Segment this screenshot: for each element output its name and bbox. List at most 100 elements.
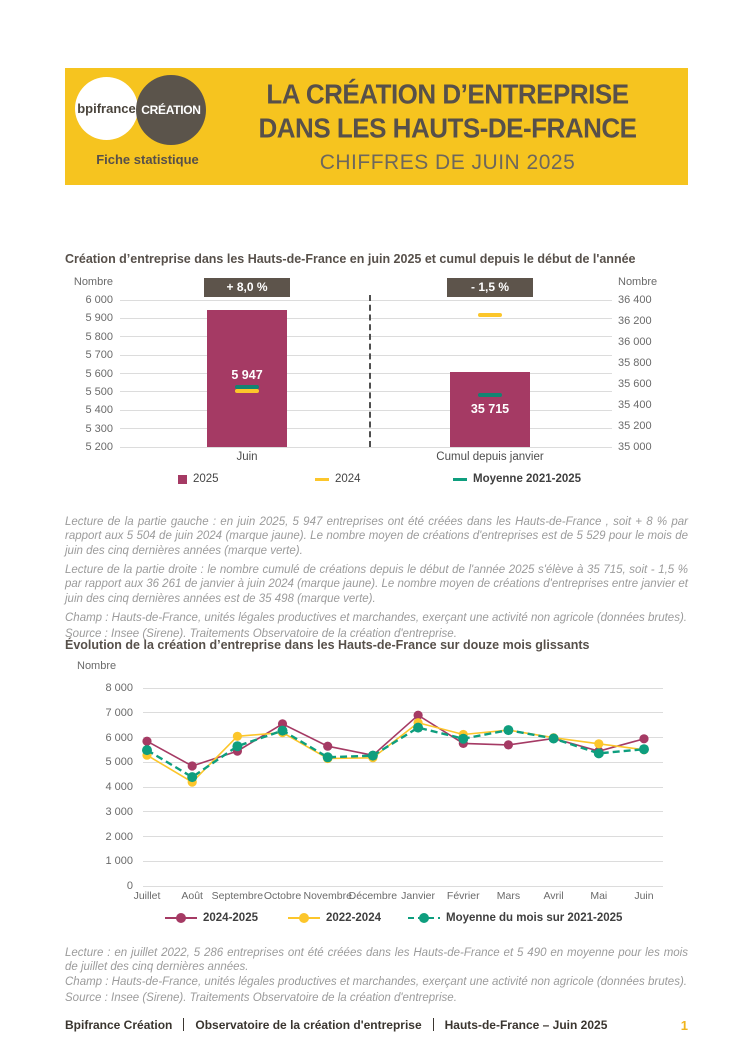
- legend-swatch-2025: [178, 474, 187, 484]
- source-note-2: Source : Insee (Sirene). Traitements Obs…: [65, 991, 457, 1004]
- chart1-divider: [369, 295, 371, 447]
- data-point: [232, 741, 243, 752]
- bar-cumul-2025: [450, 371, 530, 447]
- x-label-cumul: Cumul depuis janvier: [436, 451, 544, 463]
- creation-logo: CRÉATION: [136, 75, 206, 145]
- y-axis-tick-right: 35 200: [618, 420, 652, 432]
- gridline: [120, 428, 612, 430]
- gridline: [143, 761, 663, 763]
- footer-separator: [432, 1018, 434, 1031]
- bar-cumul-value-label: 35 715: [470, 401, 510, 416]
- source-note-1: Source : Insee (Sirene). Traitements Obs…: [65, 627, 457, 640]
- bpifrance-logo: bpifrance: [75, 77, 138, 140]
- data-point: [187, 761, 197, 771]
- legend-dash-moyenne: [453, 477, 467, 481]
- data-point: [322, 752, 333, 763]
- legend-label-2022-2024: 2022-2024: [326, 912, 381, 924]
- data-point: [277, 725, 288, 736]
- mark-2024-cumul: [478, 312, 502, 317]
- x-axis-label: Novembre: [303, 890, 352, 902]
- mark-2024-juin: [235, 389, 259, 394]
- page-subtitle: CHIFFRES DE JUIN 2025: [319, 150, 576, 174]
- champ-note-1: Champ : Hauts-de-France, unités légales …: [65, 611, 687, 624]
- y-axis-tick-left: 5 400: [85, 404, 113, 417]
- data-point: [548, 733, 559, 744]
- x-axis-label: Janvier: [401, 890, 435, 902]
- data-point: [142, 745, 152, 756]
- gridline: [143, 860, 663, 862]
- x-axis-label: Février: [446, 890, 480, 902]
- data-point: [639, 734, 649, 744]
- moyenne-mark-juin: [235, 384, 259, 389]
- y-axis-tick-left: 6 000: [85, 294, 113, 306]
- y-axis-tick-left: 5 600: [85, 367, 113, 380]
- x-axis-label: Avril: [543, 890, 564, 902]
- y-axis-tick: 0: [126, 880, 133, 892]
- legend-label-moyenne-mois: Moyenne du mois sur 2021-2025: [446, 912, 623, 924]
- gridline: [120, 409, 612, 411]
- legend-line-moyenne-mois: [408, 913, 440, 923]
- y-axis-tick-left: 5 300: [85, 422, 113, 435]
- line-chart-canvas: [142, 710, 649, 787]
- x-axis-label: Août: [181, 890, 203, 902]
- x-axis-label: Septembre: [211, 890, 264, 902]
- bar-chart-section: Création d’entreprise dans les Hauts-de-…: [65, 252, 688, 497]
- legend-dot-moyenne-mois: [419, 913, 429, 923]
- y-axis-tick: 3 000: [105, 805, 133, 818]
- lecture-droite-note: Lecture de la partie droite : le nombre …: [65, 563, 688, 606]
- variation-badge-right: - 1,5 %: [447, 278, 533, 297]
- page-number: 1: [680, 1018, 688, 1033]
- lecture-note-2: Lecture : en juillet 2022, 5 286 entrepr…: [65, 946, 688, 974]
- line-chart-section: Évolution de la création d’entreprise da…: [65, 638, 688, 938]
- legend-item-moyenne: Moyenne 2021-2025: [453, 473, 581, 485]
- data-point: [593, 748, 604, 759]
- data-point: [413, 710, 423, 720]
- footer-separator: [183, 1018, 185, 1031]
- gridline: [143, 786, 663, 788]
- moyenne-mark-cumul: [478, 392, 502, 397]
- chart1-title: Création d’entreprise dans les Hauts-de-…: [65, 252, 636, 266]
- y-axis-tick: 6 000: [105, 731, 133, 744]
- y-axis-tick-left: 5 700: [85, 349, 113, 362]
- data-point: [639, 744, 649, 755]
- gridline: [120, 299, 612, 301]
- creation-logo-text: CRÉATION: [141, 103, 201, 117]
- gridline: [120, 373, 612, 374]
- legend-label-2024: 2024: [335, 473, 361, 485]
- page-title-line2: DANS LES HAUTS-DE-FRANCE: [258, 111, 638, 144]
- y-axis-tick-left: 5 900: [85, 312, 113, 325]
- chart2-axis-title: Nombre: [77, 660, 117, 672]
- y-axis-tick: 4 000: [105, 781, 133, 793]
- gridline: [120, 391, 612, 393]
- bar-juin-2025: [207, 309, 287, 447]
- gridline: [120, 317, 612, 319]
- x-axis-label: Octobre: [263, 890, 302, 902]
- bar-juin-value-label: 5 947: [231, 367, 263, 382]
- page-footer: Bpifrance Création Observatoire de la cré…: [65, 1018, 688, 1033]
- legend-item-2024-2025: 2024-2025: [165, 912, 258, 924]
- legend-label-moyenne: Moyenne 2021-2025: [473, 473, 582, 485]
- data-point: [232, 731, 242, 741]
- x-axis-label: Mars: [496, 890, 521, 902]
- y-axis-tick-right: 36 200: [618, 315, 652, 327]
- data-point: [458, 733, 469, 744]
- series-line-moyenne-du-mois-sur-2021-2025: [146, 726, 645, 779]
- y-axis-tick-right: 36 400: [618, 294, 652, 306]
- x-axis-label: Décembre: [348, 890, 398, 902]
- gridline: [143, 885, 663, 887]
- chart1-left-axis-title: Nombre: [73, 276, 113, 288]
- y-axis-tick-left: 5 800: [85, 330, 113, 343]
- bpifrance-logo-text: bpifrance: [77, 101, 136, 116]
- y-axis-tick: 2 000: [105, 830, 133, 843]
- legend-label-2024-2025: 2024-2025: [203, 912, 258, 924]
- y-axis-tick-right: 36 000: [618, 336, 652, 348]
- gridline: [143, 811, 663, 813]
- legend-label-2025: 2025: [193, 473, 219, 485]
- gridline: [120, 336, 612, 338]
- x-axis-label: Juillet: [133, 890, 161, 902]
- y-axis-tick-left: 5 200: [85, 441, 113, 453]
- footer-brand: Bpifrance Création: [65, 1018, 173, 1032]
- y-axis-tick-left: 5 500: [85, 385, 113, 398]
- data-point: [142, 736, 152, 746]
